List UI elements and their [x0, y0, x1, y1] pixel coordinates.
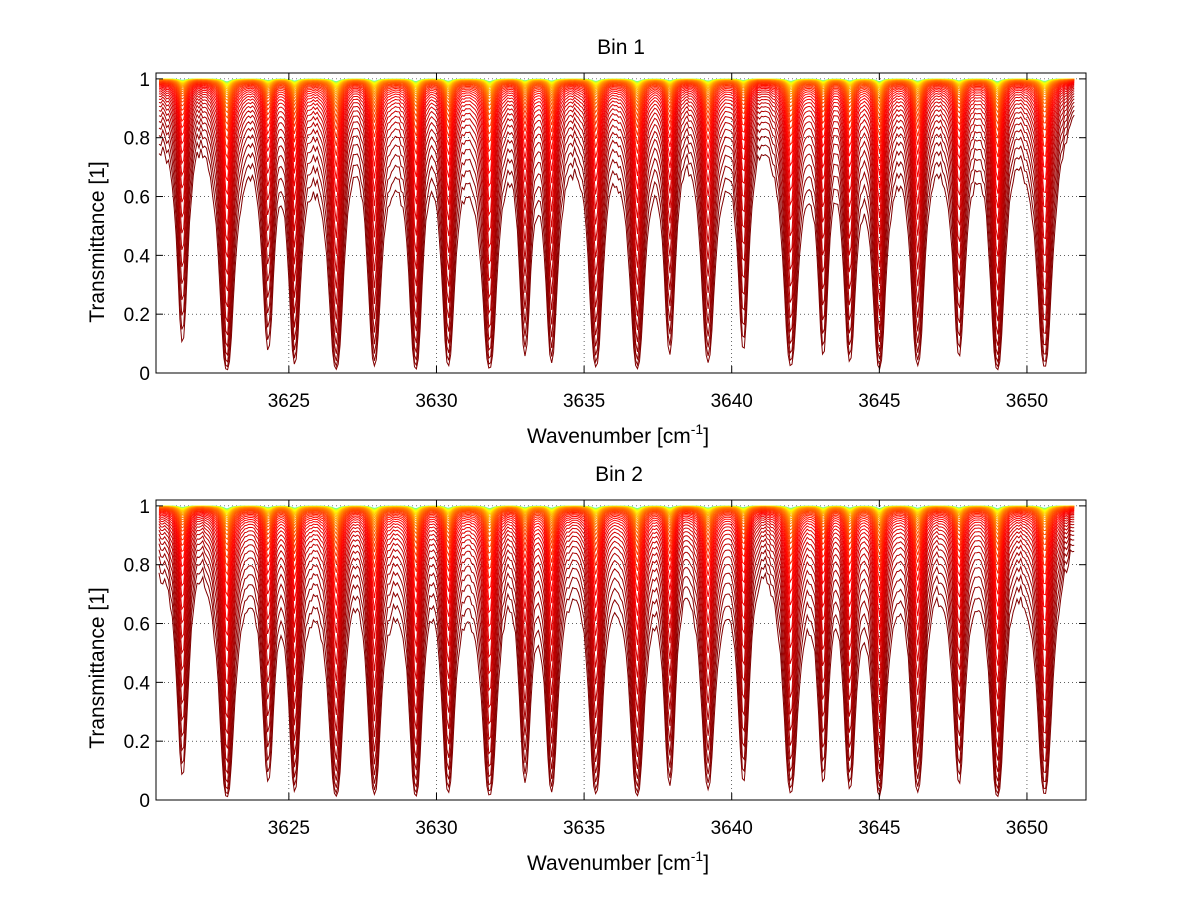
- series-line: [158, 85, 1075, 241]
- series-line: [158, 89, 1075, 292]
- y-tick-label: 0.8: [124, 129, 150, 150]
- series-line: [158, 543, 1075, 795]
- series-line: [158, 508, 1075, 576]
- series-line: [158, 529, 1075, 775]
- x-axis-label: Wavenumber [cm-1]: [527, 421, 709, 448]
- series-line: [158, 105, 1075, 364]
- x-tick-label: 3635: [563, 818, 605, 839]
- series-line: [158, 95, 1075, 336]
- x-tick-label: 3640: [711, 818, 753, 839]
- chart-panel-bin-2: Bin 2 3625 3630 3635 3640 3645 3650 0 0.2 0.4 0.6…: [86, 463, 1087, 875]
- chart-panel-bin-1: Bin 1 3625 3630 3635 3640 3645 3650 0 0.2 0.4 0.6…: [86, 36, 1087, 448]
- x-axis-label-main: Wavenumber [cm: [527, 425, 691, 448]
- series-line: [158, 507, 1075, 552]
- x-tick-label: 3635: [563, 391, 605, 412]
- x-tick-label: 3625: [268, 391, 310, 412]
- series-line: [158, 509, 1075, 610]
- series-line: [158, 537, 1075, 791]
- y-tick-label: 0.6: [124, 615, 150, 636]
- y-tick-label: 0.4: [124, 246, 151, 267]
- series-line: [158, 515, 1075, 685]
- series-line: [158, 87, 1075, 275]
- x-tick-label: 3645: [858, 391, 900, 412]
- series-line: [158, 98, 1075, 348]
- series-line: [158, 507, 1075, 567]
- y-tick-label: 0.8: [124, 556, 150, 577]
- series-line: [158, 516, 1075, 701]
- series-line: [158, 523, 1075, 749]
- y-axis-label: Transmittance [1]: [86, 587, 109, 748]
- x-axis-label-sup: -1: [691, 421, 704, 437]
- x-tick-label: 3625: [268, 818, 310, 839]
- series-line: [158, 83, 1075, 209]
- series-line: [158, 80, 1075, 133]
- ticks: 3625 3630 3635 3640 3645 3650 0 0.2 0.4 0.6 0.8 1: [124, 70, 1086, 412]
- series-line: [158, 114, 1075, 371]
- series-line: [158, 533, 1075, 784]
- series-line: [158, 548, 1075, 798]
- x-axis-label-sup: -1: [691, 848, 704, 864]
- x-axis-label: Wavenumber [cm-1]: [527, 848, 709, 875]
- x-tick-label: 3640: [711, 391, 753, 412]
- y-tick-label: 0.2: [124, 732, 150, 753]
- series-line: [158, 80, 1075, 140]
- x-axis-label-tail: ]: [703, 425, 709, 448]
- series-line: [158, 512, 1075, 651]
- series-line: [159, 79, 1075, 126]
- series-line: [158, 101, 1075, 357]
- series-line: [158, 513, 1075, 668]
- series-line: [158, 509, 1075, 597]
- axes-box: [155, 72, 1087, 374]
- series-line: [158, 506, 1075, 536]
- x-tick-label: 3630: [415, 818, 457, 839]
- chart-title: Bin 2: [595, 463, 643, 486]
- series-line: [158, 91, 1075, 308]
- y-axis-label: Transmittance [1]: [86, 161, 109, 322]
- series-line: [158, 506, 1075, 541]
- x-tick-label: 3645: [858, 818, 900, 839]
- x-tick-label: 3630: [415, 391, 457, 412]
- y-tick-label: 0.6: [124, 188, 150, 209]
- series-line: [158, 506, 1075, 546]
- series-line: [158, 79, 1075, 119]
- series-line: [158, 518, 1075, 718]
- series-lines: [158, 78, 1075, 371]
- x-axis-label-tail: ]: [703, 852, 709, 875]
- series-line: [158, 520, 1075, 734]
- y-tick-label: 0: [139, 791, 150, 812]
- ticks: 3625 3630 3635 3640 3645 3650 0 0.2 0.4 0.6 0.8 1: [124, 497, 1086, 839]
- series-line: [158, 82, 1075, 195]
- series-line: [158, 109, 1075, 368]
- series-line: [158, 510, 1075, 622]
- series-line: [158, 511, 1075, 636]
- x-tick-label: 3650: [1006, 391, 1048, 412]
- series-line: [158, 80, 1075, 150]
- series-line: [158, 79, 1075, 114]
- chart-title: Bin 1: [597, 36, 645, 59]
- axes-box: [155, 499, 1087, 801]
- series-line: [158, 81, 1075, 171]
- series-line: [158, 508, 1075, 586]
- y-tick-label: 0.2: [124, 305, 150, 326]
- series-line: [158, 84, 1075, 225]
- x-axis-label-main: Wavenumber [cm: [527, 852, 691, 875]
- series-line: [158, 81, 1075, 160]
- series-line: [158, 507, 1075, 559]
- y-tick-label: 1: [139, 70, 150, 91]
- series-line: [158, 526, 1075, 764]
- y-tick-label: 1: [139, 497, 150, 518]
- series-line: [158, 82, 1075, 182]
- y-tick-label: 0: [139, 364, 150, 385]
- series-line: [158, 93, 1075, 322]
- y-tick-label: 0.4: [124, 673, 151, 694]
- series-lines: [158, 505, 1075, 798]
- series-line: [158, 86, 1075, 258]
- x-tick-label: 3650: [1006, 818, 1048, 839]
